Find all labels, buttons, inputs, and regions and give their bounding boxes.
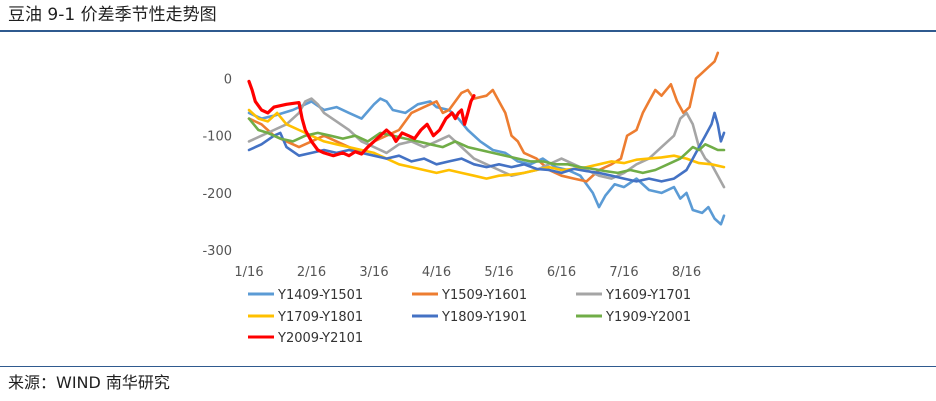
y-tick-label: -100 — [202, 130, 232, 145]
y-axis: 0 -100 -200 -300 — [202, 73, 232, 259]
legend-label: Y2009-Y2101 — [277, 331, 363, 346]
source-note: 来源：WIND 南华研究 — [8, 373, 170, 392]
top-divider — [0, 30, 936, 32]
y-tick-label: -300 — [202, 244, 232, 259]
x-tick-label: 7/16 — [609, 265, 638, 280]
x-tick-label: 4/16 — [422, 265, 451, 280]
x-axis: 1/16 2/16 3/16 4/16 5/16 6/16 7/16 8/16 — [234, 265, 701, 280]
series-line-y1909-y2001 — [247, 117, 726, 175]
x-tick-label: 3/16 — [359, 265, 388, 280]
series-line-y1509-y1601 — [247, 51, 720, 183]
legend-label: Y1609-Y1701 — [605, 288, 691, 303]
y-tick-label: 0 — [224, 73, 232, 88]
bottom-divider — [0, 366, 936, 367]
x-tick-label: 1/16 — [234, 265, 263, 280]
series-line-y1709-y1801 — [247, 108, 726, 180]
x-tick-label: 8/16 — [672, 265, 701, 280]
series-line-y1409-y1501 — [247, 97, 726, 226]
legend: Y1409-Y1501 Y1509-Y1601 Y1609-Y1701 Y1709-Y… — [248, 288, 691, 346]
series-line-y1609-y1701 — [247, 97, 726, 189]
legend-label: Y1709-Y1801 — [277, 310, 363, 325]
x-tick-label: 2/16 — [297, 265, 326, 280]
legend-label: Y1509-Y1601 — [441, 288, 527, 303]
chart-title: 豆油 9-1 价差季节性走势图 — [8, 5, 217, 25]
series-line-y1809-y1901 — [247, 111, 726, 183]
legend-label: Y1409-Y1501 — [277, 288, 363, 303]
y-tick-label: -200 — [202, 187, 232, 202]
legend-label: Y1909-Y2001 — [605, 310, 691, 325]
x-tick-label: 6/16 — [547, 265, 576, 280]
series-lines — [247, 51, 726, 226]
legend-label: Y1809-Y1901 — [441, 310, 527, 325]
x-tick-label: 5/16 — [484, 265, 513, 280]
series-line-y2009-y2101 — [247, 79, 476, 158]
